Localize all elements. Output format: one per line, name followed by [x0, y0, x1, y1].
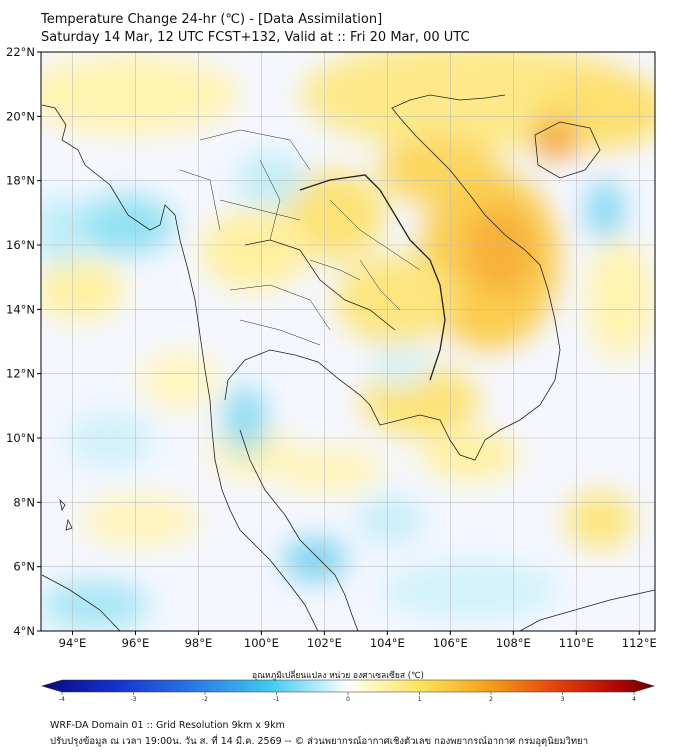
colorbar-tick-label: -2 [202, 696, 208, 703]
lon-tick-label: 102°E [307, 636, 342, 650]
lon-tick-label: 108°E [496, 636, 531, 650]
footer-model-info: WRF-DA Domain 01 :: Grid Resolution 9km … [50, 720, 285, 731]
borneo-coast [519, 589, 655, 631]
footer-credit: ปรับปรุงข้อมูล ณ เวลา 19:00น. วัน ส. ที่… [50, 736, 589, 747]
colorbar-ticks: -4 -3 -2 -1 0 1 2 3 4 [59, 692, 636, 703]
andaman-islands [59, 498, 73, 531]
coastlines-and-borders [41, 94, 655, 631]
lat-tick-label: 6°N [13, 560, 35, 574]
lat-tick-label: 14°N [6, 302, 35, 316]
temperature-field [41, 52, 655, 631]
colorbar-tick-label: -1 [274, 696, 280, 703]
colorbar-tick-label: 1 [418, 696, 422, 703]
lon-tick-label: 94°E [59, 636, 87, 650]
colorbar-label: อุณหภูมิเปลี่ยนแปลง หน่วย องศาเซลเซียส (… [252, 671, 424, 681]
latitude-axis: 22°N 20°N 18°N 16°N 14°N 12°N 10°N 8°N 6°N 4°N [6, 45, 41, 638]
lat-tick-label: 8°N [13, 495, 35, 509]
peninsula-east-coast [239, 429, 359, 631]
lon-tick-label: 100°E [244, 636, 279, 650]
laos-border [299, 174, 446, 381]
lon-tick-label: 104°E [370, 636, 405, 650]
lat-tick-label: 4°N [13, 624, 35, 638]
colorbar-tick-label: 0 [346, 696, 350, 703]
map-title: Temperature Change 24-hr (℃) - [Data Ass… [41, 12, 383, 27]
west-coastline [41, 104, 319, 631]
lat-tick-label: 18°N [6, 174, 35, 188]
lon-tick-label: 110°E [559, 636, 594, 650]
lon-tick-label: 106°E [433, 636, 468, 650]
lon-tick-label: 112°E [622, 636, 657, 650]
lon-tick-label: 98°E [185, 636, 213, 650]
lat-tick-label: 10°N [6, 431, 35, 445]
longitude-axis: 94°E 96°E 98°E 100°E 102°E 104°E 106°E 108°E 110… [59, 631, 657, 650]
province-lines [179, 129, 421, 346]
colorbar-tick-label: 2 [489, 696, 493, 703]
hainan-island [534, 121, 601, 179]
gulf-coastline [224, 94, 561, 461]
colorbar: -4 -3 -2 -1 0 1 2 3 4 [40, 679, 656, 703]
map-frame [40, 51, 656, 632]
colorbar-tick-label: 4 [632, 696, 636, 703]
lat-tick-label: 22°N [6, 45, 35, 59]
lat-tick-label: 20°N [6, 109, 35, 123]
lon-tick-label: 96°E [122, 636, 150, 650]
sumatra-coast [41, 574, 121, 631]
colorbar-tick-label: -3 [131, 696, 137, 703]
colorbar-tick-label: -4 [59, 696, 65, 703]
colorbar-tick-label: 3 [561, 696, 565, 703]
lat-tick-label: 16°N [6, 238, 35, 252]
lat-tick-label: 12°N [6, 367, 35, 381]
map-subtitle: Saturday 14 Mar, 12 UTC FCST+132, Valid … [41, 30, 470, 45]
